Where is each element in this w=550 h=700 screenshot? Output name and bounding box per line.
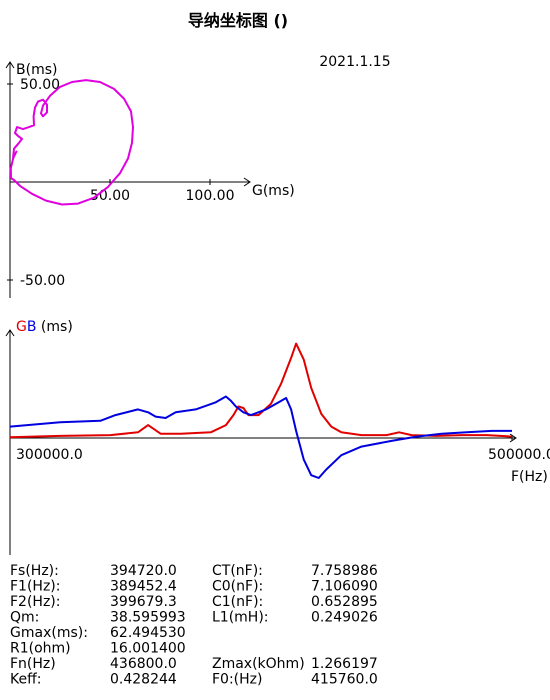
param-value: 415760.0	[311, 672, 378, 688]
parameter-table: Fs(Hz): 394720.0 F1(Hz): 389452.4 F2(Hz): 399…	[10, 563, 378, 688]
param-label: L1(mH):	[212, 610, 269, 626]
series-b	[9, 395, 512, 479]
x-axis-label: G(ms)	[252, 183, 295, 199]
param-value: 7.758986	[311, 563, 378, 579]
y-axis-label-part: (ms)	[36, 319, 72, 335]
param-label: C0(nF):	[212, 579, 263, 595]
param-value: 436800.0	[110, 656, 177, 672]
y-axis-arrow	[5, 61, 15, 69]
date-label: 2021.1.15	[319, 54, 390, 70]
y-axis-label-part: B	[27, 319, 37, 335]
spectrum-plot: GB (ms) 300000.0 500000.0 F(Hz)	[5, 319, 550, 555]
param-label: C1(nF):	[212, 594, 263, 610]
param-label: Fs(Hz):	[10, 563, 59, 579]
param-value: 394720.0	[110, 563, 177, 579]
param-value: 0.652895	[311, 594, 378, 610]
x-tick-label: 500000.0	[488, 447, 550, 463]
param-label: Zmax(kOhm)	[212, 656, 305, 672]
param-label: Qm:	[10, 610, 39, 626]
admittance-curve	[9, 79, 134, 206]
param-label: F0:(Hz)	[212, 672, 262, 688]
page-title: 导纳坐标图 ()	[188, 11, 288, 30]
y-axis-arrow	[5, 329, 15, 337]
param-label: F1(Hz):	[10, 579, 60, 595]
param-label: F2(Hz):	[10, 594, 60, 610]
y-axis-label-part: G	[16, 319, 27, 335]
param-label: R1(ohm)	[10, 641, 71, 657]
param-value: 38.595993	[110, 610, 186, 626]
x-axis-label: F(Hz)	[511, 469, 548, 485]
x-tick-label: 100.00	[186, 188, 235, 204]
param-value: 399679.3	[110, 594, 177, 610]
param-value: 389452.4	[110, 579, 177, 595]
param-value: 62.494530	[110, 625, 186, 641]
series-g	[9, 342, 513, 439]
y-tick-label: 50.00	[20, 77, 60, 93]
y-tick-label: -50.00	[20, 273, 65, 289]
param-value: 0.428244	[110, 672, 177, 688]
param-label: Gmax(ms):	[10, 625, 88, 641]
param-value: 0.249026	[311, 610, 378, 626]
param-label: Keff:	[10, 672, 41, 688]
x-axis-arrow	[243, 177, 251, 187]
param-label: Fn(Hz)	[10, 656, 56, 672]
param-label: CT(nF):	[212, 563, 263, 579]
param-value: 16.001400	[110, 641, 186, 657]
y-axis-label: GB (ms)	[16, 319, 73, 335]
y-axis-label: B(ms)	[16, 62, 57, 78]
param-value: 1.266197	[311, 656, 378, 672]
x-tick-label: 300000.0	[16, 447, 83, 463]
param-value: 7.106090	[311, 579, 378, 595]
